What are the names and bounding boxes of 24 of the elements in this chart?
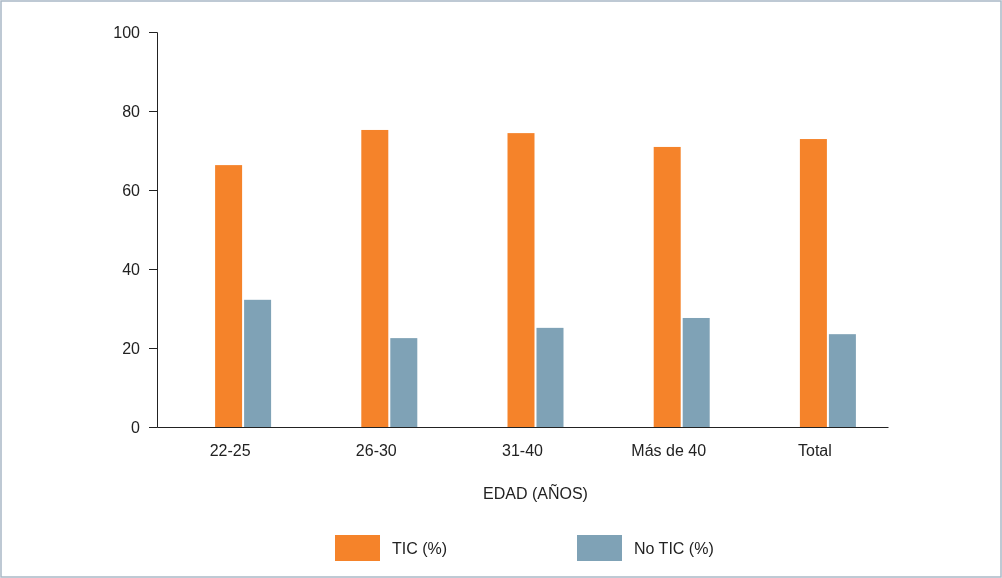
x-tick-label: Total	[798, 441, 832, 459]
x-tick-label: 26-30	[355, 441, 397, 459]
y-tick-label: 0	[131, 418, 141, 436]
bar	[828, 334, 856, 427]
legend-label: TIC (%)	[392, 540, 448, 557]
bar	[799, 139, 827, 427]
y-tick-label: 100	[113, 23, 141, 41]
y-tick-label: 40	[122, 260, 141, 278]
bar	[682, 317, 710, 427]
x-tick-label: 22-25	[209, 441, 251, 459]
bar	[653, 146, 681, 427]
y-tick-label: 60	[122, 181, 141, 199]
bar	[215, 165, 243, 427]
bar	[244, 299, 272, 427]
bar	[507, 133, 535, 427]
x-axis-title: EDAD (AÑOS)	[483, 483, 588, 502]
y-tick-label: 20	[122, 339, 141, 357]
bar	[361, 129, 389, 427]
x-tick-label: 31-40	[502, 441, 544, 459]
x-tick-label: Más de 40	[631, 441, 707, 459]
bar	[536, 327, 564, 427]
y-tick-label: 80	[122, 102, 141, 120]
legend-label: No TIC (%)	[634, 540, 714, 557]
bar	[390, 338, 418, 427]
